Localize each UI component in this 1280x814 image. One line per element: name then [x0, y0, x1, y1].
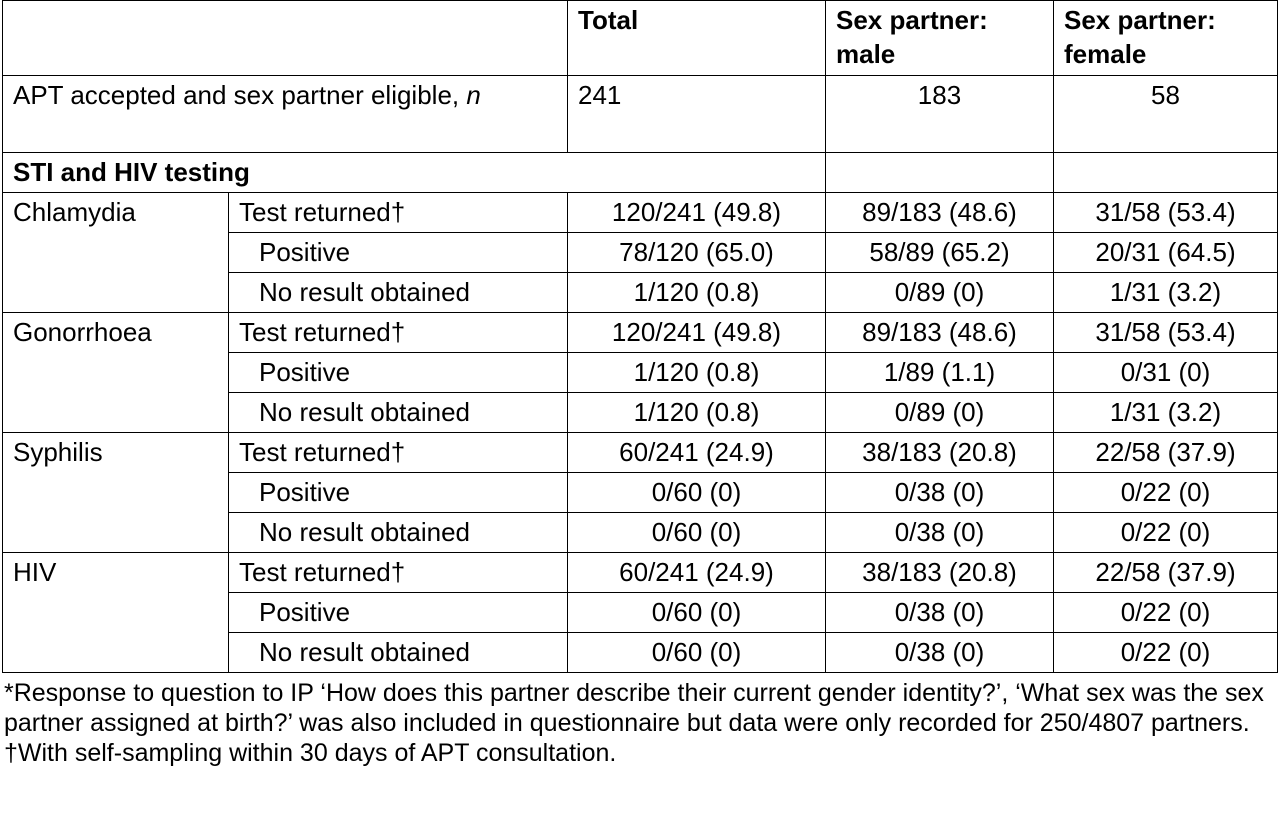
cell-female: 31/58 (53.4): [1053, 192, 1278, 233]
group-label: HIV: [2, 552, 229, 673]
cell-total: 78/120 (65.0): [567, 232, 826, 273]
cell-male: 0/38 (0): [825, 512, 1054, 553]
cell-female: 22/58 (37.9): [1053, 552, 1278, 593]
eligible-female: 58: [1053, 75, 1278, 153]
cell-female: 1/31 (3.2): [1053, 272, 1278, 313]
cell-total: 120/241 (49.8): [567, 312, 826, 353]
section-blank-male: [825, 152, 1054, 193]
cell-female: 0/22 (0): [1053, 512, 1278, 553]
cell-female: 0/22 (0): [1053, 592, 1278, 633]
results-table-wrapper: Total Sex partner: male Sex partner: fem…: [2, 0, 1278, 673]
header-female: Sex partner: female: [1053, 0, 1278, 76]
cell-male: 0/38 (0): [825, 592, 1054, 633]
table-row: Positive 0/60 (0) 0/38 (0) 0/22 (0): [3, 592, 1278, 633]
cell-female: 20/31 (64.5): [1053, 232, 1278, 273]
table-footnote: *Response to question to IP ‘How does th…: [4, 679, 1264, 767]
table-row: Gonorrhoea Test returned† 120/241 (49.8) 89…: [2, 312, 1278, 433]
table-row: No result obtained 0/60 (0) 0/38 (0) 0/22 (…: [3, 512, 1278, 553]
cell-total: 0/60 (0): [567, 472, 826, 513]
cell-male: 0/89 (0): [825, 392, 1054, 433]
eligible-male: 183: [825, 75, 1054, 153]
table-row: No result obtained 0/60 (0) 0/38 (0) 0/22 (…: [3, 632, 1278, 673]
cell-female: 0/31 (0): [1053, 352, 1278, 393]
header-row: Total Sex partner: male Sex partner: fem…: [2, 0, 1278, 76]
cell-male: 58/89 (65.2): [825, 232, 1054, 273]
header-total: Total: [567, 0, 826, 76]
table-row: No result obtained 1/120 (0.8) 0/89 (0) 1/3…: [3, 392, 1278, 433]
header-male: Sex partner: male: [825, 0, 1054, 76]
cell-total: 120/241 (49.8): [567, 192, 826, 233]
row-label: Test returned†: [228, 552, 568, 593]
eligible-label-text: APT accepted and sex partner eligible,: [13, 80, 460, 110]
row-label: No result obtained: [228, 632, 568, 673]
cell-total: 0/60 (0): [567, 512, 826, 553]
group-label: Gonorrhoea: [2, 312, 229, 433]
cell-male: 89/183 (48.6): [825, 192, 1054, 233]
eligible-row: APT accepted and sex partner eligible, n…: [2, 75, 1278, 153]
eligible-total: 241: [567, 75, 826, 153]
row-label: No result obtained: [228, 512, 568, 553]
table-row: Chlamydia Test returned† 120/241 (49.8) 89/…: [2, 192, 1278, 313]
cell-female: 22/58 (37.9): [1053, 432, 1278, 473]
cell-total: 1/120 (0.8): [567, 352, 826, 393]
cell-female: 0/22 (0): [1053, 472, 1278, 513]
cell-male: 38/183 (20.8): [825, 432, 1054, 473]
cell-female: 31/58 (53.4): [1053, 312, 1278, 353]
section-blank-female: [1053, 152, 1278, 193]
row-label: Positive: [228, 592, 568, 633]
results-table: Total Sex partner: male Sex partner: fem…: [2, 0, 1278, 673]
cell-total: 1/120 (0.8): [567, 392, 826, 433]
row-label: No result obtained: [228, 272, 568, 313]
group-label: Syphilis: [2, 432, 229, 553]
eligible-label: APT accepted and sex partner eligible, n: [2, 75, 568, 153]
cell-total: 0/60 (0): [567, 592, 826, 633]
cell-total: 60/241 (24.9): [567, 432, 826, 473]
cell-male: 0/38 (0): [825, 472, 1054, 513]
table-row: Positive 0/60 (0) 0/38 (0) 0/22 (0): [3, 472, 1278, 513]
cell-male: 0/38 (0): [825, 632, 1054, 673]
row-label: Test returned†: [228, 192, 568, 233]
row-label: No result obtained: [228, 392, 568, 433]
row-label: Test returned†: [228, 432, 568, 473]
eligible-label-n: n: [466, 80, 481, 110]
cell-female: 1/31 (3.2): [1053, 392, 1278, 433]
row-label: Positive: [228, 472, 568, 513]
cell-total: 1/120 (0.8): [567, 272, 826, 313]
table-row: HIV Test returned† 60/241 (24.9) 38/183 (20…: [2, 552, 1278, 673]
cell-male: 38/183 (20.8): [825, 552, 1054, 593]
cell-male: 0/89 (0): [825, 272, 1054, 313]
row-label: Positive: [228, 352, 568, 393]
table-row: Syphilis Test returned† 60/241 (24.9) 38/18…: [2, 432, 1278, 553]
header-blank-cell: [2, 0, 568, 76]
section-row: STI and HIV testing: [2, 152, 1278, 193]
cell-female: 0/22 (0): [1053, 632, 1278, 673]
table-row: Positive 1/120 (0.8) 1/89 (1.1) 0/31 (0): [3, 352, 1278, 393]
cell-total: 60/241 (24.9): [567, 552, 826, 593]
row-label: Test returned†: [228, 312, 568, 353]
row-label: Positive: [228, 232, 568, 273]
group-label: Chlamydia: [2, 192, 229, 313]
cell-male: 89/183 (48.6): [825, 312, 1054, 353]
cell-male: 1/89 (1.1): [825, 352, 1054, 393]
cell-total: 0/60 (0): [567, 632, 826, 673]
section-title: STI and HIV testing: [2, 152, 826, 193]
